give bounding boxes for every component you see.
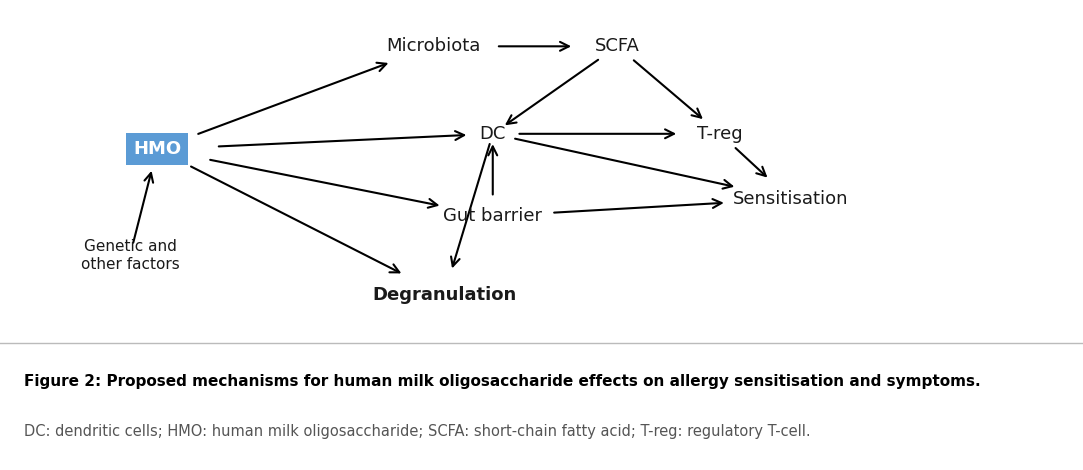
Text: Degranulation: Degranulation bbox=[371, 286, 517, 304]
Text: HMO: HMO bbox=[133, 140, 181, 158]
Text: SCFA: SCFA bbox=[595, 37, 640, 55]
Text: Sensitisation: Sensitisation bbox=[733, 190, 848, 208]
Text: DC: DC bbox=[480, 125, 506, 143]
Text: Figure 2: Proposed mechanisms for human milk oligosaccharide effects on allergy : Figure 2: Proposed mechanisms for human … bbox=[24, 374, 980, 389]
Text: DC: dendritic cells; HMO: human milk oligosaccharide; SCFA: short-chain fatty ac: DC: dendritic cells; HMO: human milk oli… bbox=[24, 424, 810, 439]
Text: Genetic and
other factors: Genetic and other factors bbox=[80, 239, 180, 272]
Text: Microbiota: Microbiota bbox=[386, 37, 481, 55]
Text: Gut barrier: Gut barrier bbox=[443, 207, 543, 225]
Text: T-reg: T-reg bbox=[697, 125, 743, 143]
